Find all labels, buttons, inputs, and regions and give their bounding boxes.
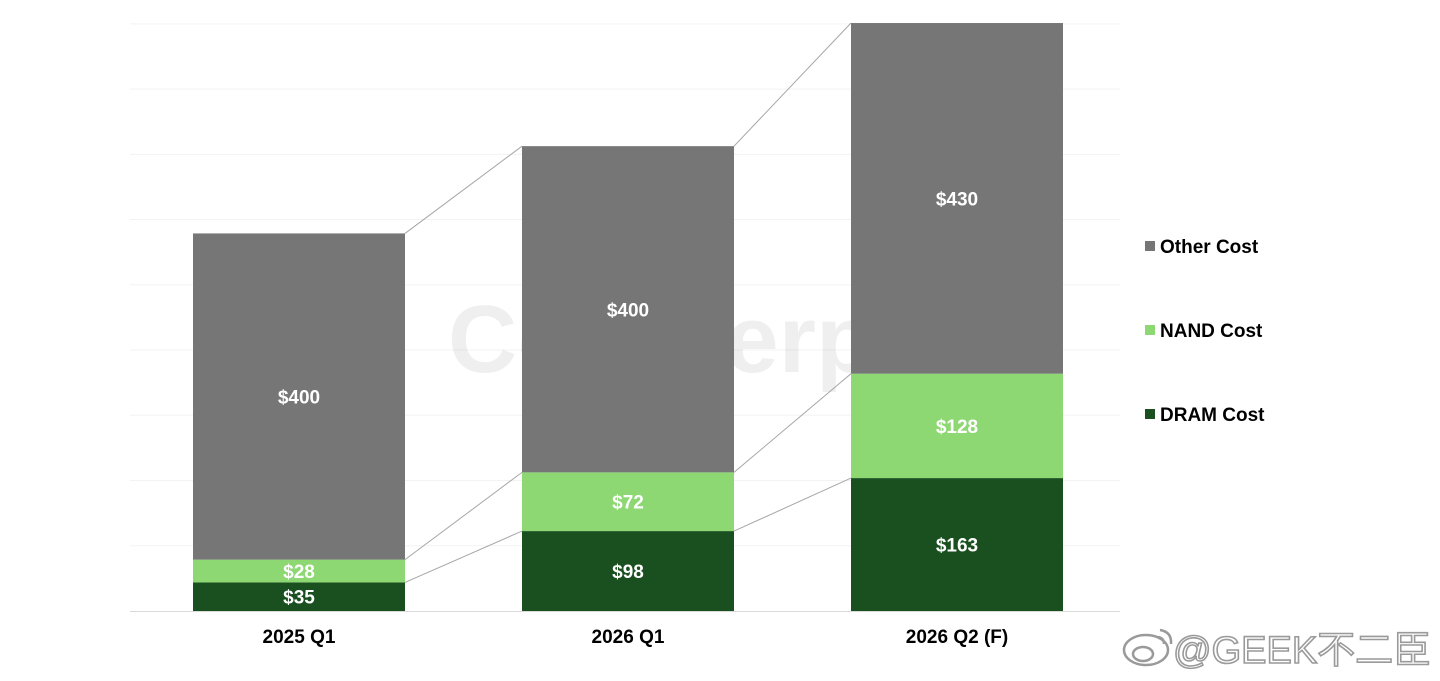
bar-segment-nand-cost bbox=[522, 472, 734, 532]
legend-item: DRAM Cost bbox=[1145, 405, 1265, 426]
legend-swatch bbox=[1145, 241, 1155, 251]
bar-segment-nand-cost bbox=[193, 559, 405, 583]
legend-swatch bbox=[1145, 325, 1155, 335]
data-label: $400 bbox=[607, 300, 649, 321]
connector-lines bbox=[404, 22, 852, 583]
connector-line bbox=[404, 471, 523, 561]
data-label: $35 bbox=[283, 588, 315, 609]
connector-line bbox=[404, 530, 523, 583]
data-label: $98 bbox=[612, 562, 644, 583]
data-label: $72 bbox=[612, 493, 644, 514]
legend-label: Other Cost bbox=[1160, 237, 1259, 258]
bar-segments bbox=[193, 23, 1063, 611]
connector-line bbox=[733, 22, 852, 147]
data-label: $128 bbox=[936, 417, 978, 438]
bar-segment-dram-cost bbox=[851, 478, 1063, 611]
bar-segment-dram-cost bbox=[193, 582, 405, 611]
category-label: 2025 Q1 bbox=[263, 627, 336, 648]
connector-line bbox=[733, 373, 852, 473]
corner-watermark: @GEEK不二臣 bbox=[1122, 628, 1432, 673]
legend-label: DRAM Cost bbox=[1160, 405, 1265, 426]
category-label: 2026 Q2 (F) bbox=[906, 627, 1008, 648]
bar-segment-dram-cost bbox=[522, 531, 734, 611]
connector-line bbox=[733, 477, 852, 532]
category-label: 2026 Q1 bbox=[592, 627, 665, 648]
data-label: $400 bbox=[278, 388, 320, 409]
data-label: $430 bbox=[936, 189, 978, 210]
weibo-icon bbox=[1122, 628, 1173, 667]
category-labels: 2025 Q1 2026 Q1 2026 Q2 (F) bbox=[263, 627, 1009, 648]
bar-segment-nand-cost bbox=[851, 373, 1063, 479]
legend-item: Other Cost bbox=[1145, 237, 1259, 258]
legend: Other Cost NAND Cost DRAM Cost bbox=[1145, 237, 1265, 426]
connector-line bbox=[404, 145, 523, 234]
data-label: $163 bbox=[936, 536, 978, 557]
legend-item: NAND Cost bbox=[1145, 321, 1263, 342]
segment-labels: $35 $28 $400 $98 $72 $400 $163 $128 $430 bbox=[278, 189, 978, 608]
bar-segment-other-cost bbox=[851, 23, 1063, 374]
legend-swatch bbox=[1145, 409, 1155, 419]
bar-segment-other-cost bbox=[522, 146, 734, 473]
data-label: $28 bbox=[283, 562, 315, 583]
legend-label: NAND Cost bbox=[1160, 321, 1263, 342]
corner-watermark-text: @GEEK不二臣 bbox=[1173, 630, 1431, 672]
bar-segment-other-cost bbox=[193, 233, 405, 560]
